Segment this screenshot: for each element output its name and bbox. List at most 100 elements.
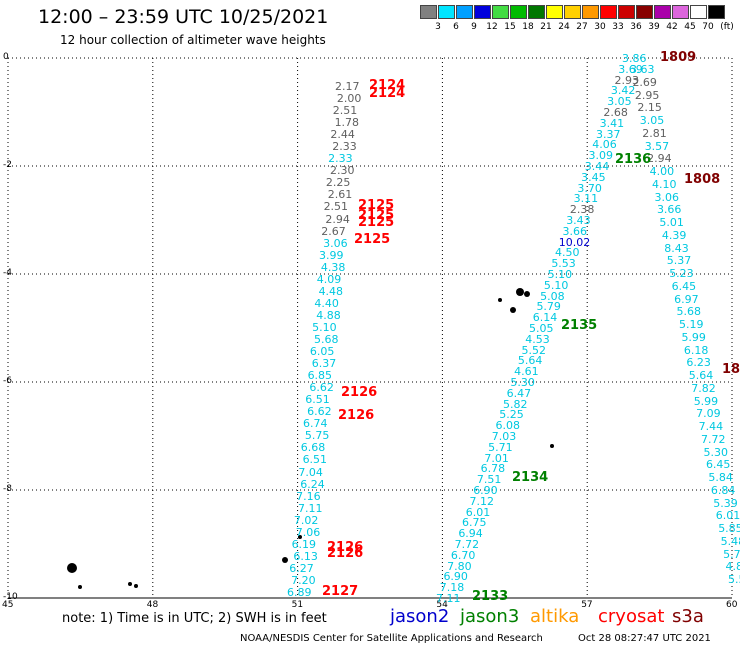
wave-height-value: 6.23 bbox=[686, 356, 711, 370]
scale-swatch bbox=[420, 5, 437, 19]
scale-label: 18 bbox=[522, 22, 534, 32]
wave-height-value: 6.94 bbox=[458, 527, 483, 541]
wave-height-value: 7.11 bbox=[436, 592, 461, 605]
island-shape bbox=[498, 298, 502, 302]
wave-height-value: 5.79 bbox=[536, 300, 561, 314]
wave-height-value: 2.30 bbox=[330, 164, 355, 178]
lat-tick-label: -2 bbox=[3, 160, 12, 170]
wave-height-value: 6.97 bbox=[674, 292, 699, 306]
wave-height-value: 6.08 bbox=[495, 419, 521, 433]
wave-height-value: 4.88 bbox=[316, 308, 341, 322]
wave-height-value: 7.11 bbox=[298, 501, 323, 515]
scale-label: 42 bbox=[666, 22, 678, 32]
scale-swatch bbox=[546, 5, 563, 19]
wave-height-value: 4.40 bbox=[314, 296, 339, 310]
wave-height-value: 2.94 bbox=[647, 152, 672, 166]
wave-height-value: 5.08 bbox=[540, 289, 565, 303]
wave-height-value: 7.18 bbox=[439, 581, 465, 595]
wave-height-value: 7.82 bbox=[691, 381, 716, 395]
wave-height-value: 5.30 bbox=[510, 376, 535, 389]
wave-height-value: 3.42 bbox=[610, 84, 636, 98]
wave-height-value: 5.64 bbox=[688, 369, 714, 382]
wave-height-value: 7.20 bbox=[291, 573, 316, 587]
wave-height-value: 6.24 bbox=[300, 477, 325, 491]
wave-height-value: 6.51 bbox=[302, 453, 328, 467]
scale-label: 21 bbox=[540, 22, 552, 32]
island-shape bbox=[128, 582, 132, 586]
page-subtitle: 12 hour collection of altimeter wave hei… bbox=[60, 33, 326, 47]
lat-tick-label: -8 bbox=[3, 484, 12, 494]
scale-swatch bbox=[438, 5, 455, 19]
scale-swatch bbox=[654, 5, 671, 19]
wave-height-value: 5.48 bbox=[720, 534, 740, 548]
scale-label: 3 bbox=[435, 22, 441, 32]
legend-s3a: s3a bbox=[672, 606, 704, 627]
wave-height-value: 6.78 bbox=[480, 462, 506, 476]
wave-height-value: 6.45 bbox=[671, 279, 697, 293]
scale-label: 70 bbox=[702, 22, 714, 32]
wave-height-value: 7.02 bbox=[293, 513, 319, 527]
island-shape bbox=[78, 585, 82, 589]
wave-height-value: 6.51 bbox=[305, 393, 330, 407]
pass-number-label: 1809 bbox=[660, 50, 697, 65]
wave-height-value: 4.53 bbox=[525, 332, 550, 346]
wave-height-value: 2.51 bbox=[332, 104, 358, 118]
wave-height-value: 7.12 bbox=[469, 494, 494, 508]
wave-height-value: 4.8 bbox=[725, 560, 740, 574]
scale-swatch bbox=[618, 5, 635, 19]
wave-height-value: 2.33 bbox=[332, 140, 357, 154]
scale-unit: (ft) bbox=[720, 22, 734, 32]
wave-height-value: 6.05 bbox=[309, 345, 335, 359]
wave-height-value: 2.17 bbox=[335, 80, 360, 93]
island-shape bbox=[298, 535, 302, 539]
wave-height-value: 4.38 bbox=[320, 260, 346, 274]
scale-swatch bbox=[474, 5, 491, 19]
wave-height-value: 6.19 bbox=[291, 537, 317, 551]
lon-tick-label: 54 bbox=[436, 600, 448, 610]
wave-height-value: 7.72 bbox=[701, 432, 726, 446]
scale-label: 15 bbox=[504, 22, 516, 32]
wave-height-value: 6.27 bbox=[289, 561, 314, 575]
wave-height-value: 4.00 bbox=[649, 165, 675, 178]
lat-tick-label: 0 bbox=[3, 52, 9, 62]
wave-height-value: 2.61 bbox=[327, 188, 353, 202]
wave-height-value: 5.85 bbox=[718, 522, 740, 535]
scale-swatch bbox=[708, 5, 725, 19]
legend-jason3: jason3 bbox=[460, 606, 520, 627]
scale-label: 45 bbox=[684, 22, 696, 32]
wave-height-value: 3.05 bbox=[639, 114, 665, 127]
scale-swatch bbox=[528, 5, 545, 19]
wave-height-value: 7.72 bbox=[454, 538, 480, 551]
wave-height-value: 5.01 bbox=[659, 216, 684, 229]
scale-swatch bbox=[600, 5, 617, 19]
wave-height-value: 6.37 bbox=[311, 357, 337, 371]
pass-number-label: 2125 bbox=[358, 215, 395, 230]
wave-height-value: 3.37 bbox=[595, 127, 621, 141]
wave-height-value: 3.66 bbox=[562, 224, 587, 238]
wave-height-value: 3.70 bbox=[577, 181, 602, 195]
wave-height-value: 6.70 bbox=[450, 548, 476, 562]
wave-height-value: 7.44 bbox=[698, 420, 724, 433]
wave-height-value: 3.41 bbox=[599, 116, 625, 130]
wave-height-value: 10.02 bbox=[558, 235, 591, 249]
wave-height-value: 6.85 bbox=[307, 369, 333, 383]
scale-swatch bbox=[456, 5, 473, 19]
wave-height-value: 3.05 bbox=[607, 95, 632, 109]
wave-height-value: 5.7 bbox=[723, 547, 740, 561]
island-shape bbox=[282, 557, 288, 563]
pass-number-label: 2124 bbox=[369, 86, 406, 101]
lat-tick-label: -4 bbox=[3, 268, 12, 278]
scale-label: 30 bbox=[594, 22, 606, 32]
wave-height-value: 2.68 bbox=[603, 106, 628, 119]
scale-swatch bbox=[672, 5, 689, 19]
wave-height-value: 7.03 bbox=[491, 430, 517, 443]
wave-height-value: 1.78 bbox=[334, 116, 360, 130]
wave-height-value: 7.16 bbox=[296, 489, 321, 503]
scale-swatch bbox=[690, 5, 707, 19]
scale-swatch bbox=[564, 5, 581, 19]
wave-height-value: 7.80 bbox=[447, 559, 472, 573]
wave-height-value: 7.51 bbox=[476, 473, 502, 487]
wave-height-value: 5.37 bbox=[666, 254, 692, 268]
wave-height-value: 5.71 bbox=[488, 440, 513, 454]
